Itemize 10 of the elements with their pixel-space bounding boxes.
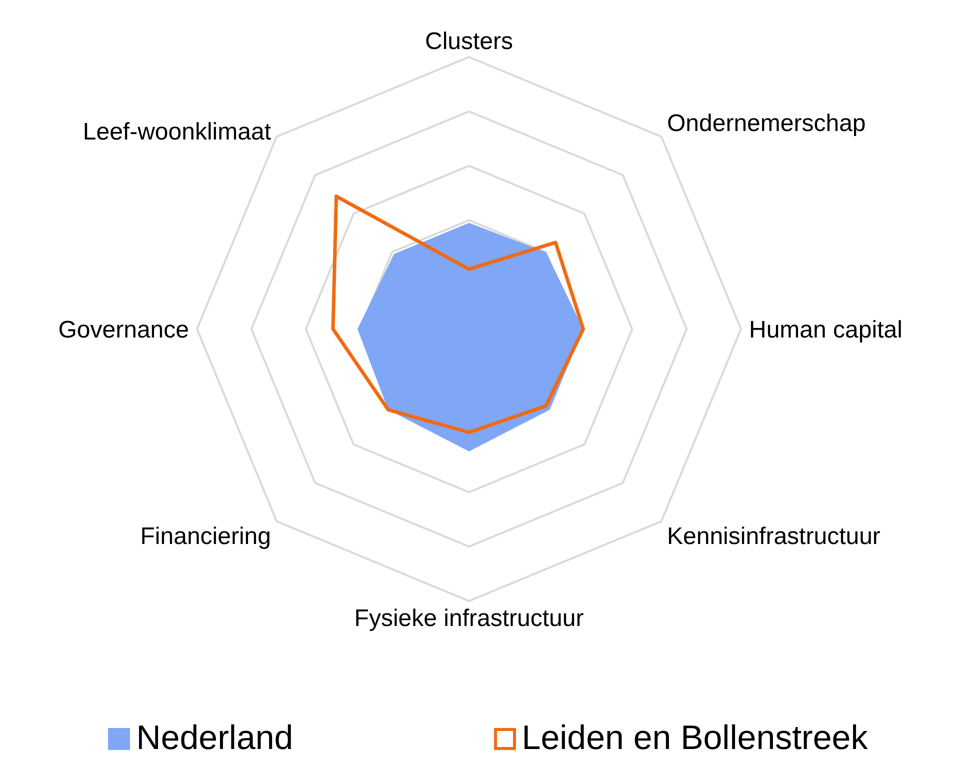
spoke-label: Ondernemerschap bbox=[666, 110, 866, 138]
spoke-label: Leef-woonklimaat bbox=[82, 118, 272, 146]
legend-label: Nederland bbox=[136, 719, 294, 758]
spoke-label: Kennisinfrastructuur bbox=[666, 523, 880, 550]
spoke-label: Human capital bbox=[749, 316, 902, 344]
legend-label: Leiden en Bollenstreek bbox=[522, 719, 868, 758]
spoke-label: Financiering bbox=[140, 523, 272, 550]
spoke-label: Clusters bbox=[424, 28, 514, 55]
spoke-label: Governance bbox=[58, 316, 189, 344]
spoke-label: Fysieke infrastructuur bbox=[354, 605, 584, 632]
